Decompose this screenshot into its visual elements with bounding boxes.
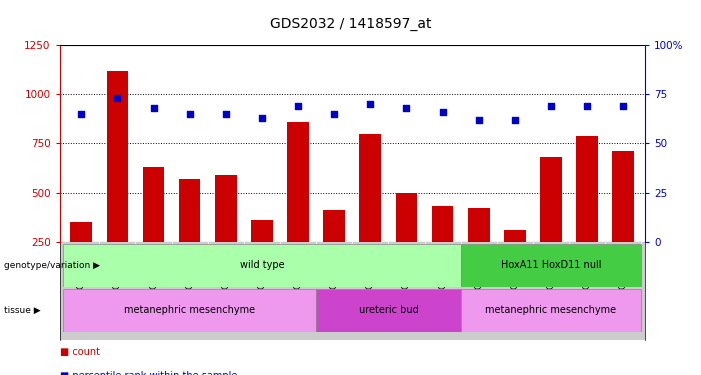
Bar (461, 244, 641, 287)
Point (220, 111, 231, 117)
Point (184, 111, 196, 117)
Point (401, 105, 412, 111)
Text: GDS2032 / 1418597_at: GDS2032 / 1418597_at (270, 17, 431, 32)
Bar (468, 209, 489, 291)
Point (292, 103, 304, 109)
Point (509, 117, 520, 123)
Bar (70, 222, 92, 291)
Point (365, 101, 376, 107)
Point (111, 95, 123, 101)
Bar (316, 289, 461, 332)
Text: ureteric bud: ureteric bud (358, 305, 418, 315)
Bar (432, 206, 454, 291)
Text: HoxA11 HoxD11 null: HoxA11 HoxD11 null (501, 260, 601, 270)
Text: wild type: wild type (240, 260, 284, 270)
Text: metanephric mesenchyme: metanephric mesenchyme (485, 305, 617, 315)
Point (618, 103, 629, 109)
Point (437, 109, 448, 115)
Text: tissue ▶: tissue ▶ (4, 306, 40, 315)
Bar (287, 122, 309, 291)
Bar (323, 210, 345, 291)
Bar (395, 193, 417, 291)
Point (329, 111, 340, 117)
Point (257, 115, 268, 121)
Bar (63, 289, 316, 332)
Point (582, 103, 593, 109)
Point (148, 105, 159, 111)
Bar (360, 134, 381, 291)
Text: metanephric mesenchyme: metanephric mesenchyme (124, 305, 255, 315)
Bar (63, 244, 461, 287)
Bar (461, 289, 641, 332)
Bar (540, 157, 562, 291)
Text: ■ count: ■ count (60, 347, 100, 357)
Point (473, 117, 484, 123)
Point (76, 111, 87, 117)
Bar (107, 70, 128, 291)
Point (545, 103, 557, 109)
Bar (251, 220, 273, 291)
Bar (504, 230, 526, 291)
Bar (143, 167, 164, 291)
Bar (179, 179, 200, 291)
Bar (613, 151, 634, 291)
Bar (215, 175, 237, 291)
Text: ■ percentile rank within the sample: ■ percentile rank within the sample (60, 371, 237, 375)
Text: genotype/variation ▶: genotype/variation ▶ (4, 261, 100, 270)
Bar (576, 136, 598, 291)
Bar (60, 242, 645, 340)
